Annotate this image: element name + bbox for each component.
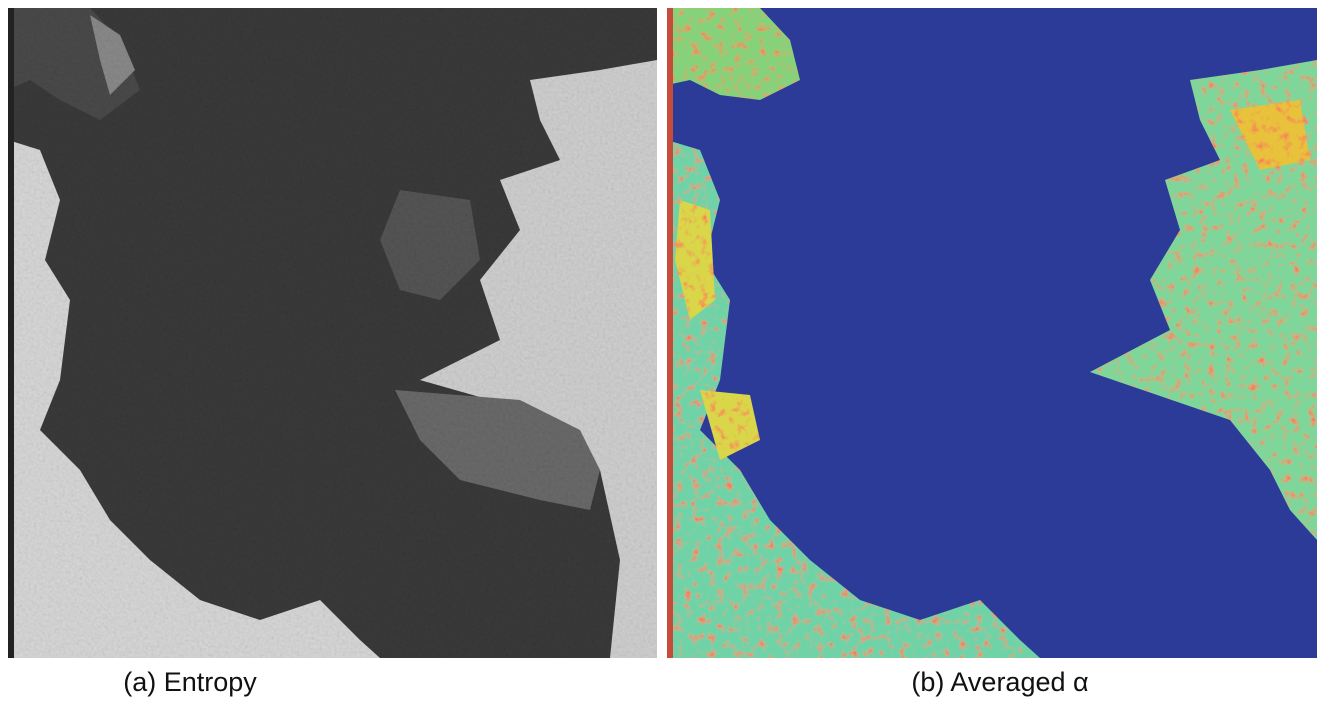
alpha-image xyxy=(667,8,1317,658)
caption: (a) Entropy xyxy=(123,667,257,697)
caption: (b) Averaged α xyxy=(911,667,1088,697)
figure: (a) Entropy (b) Averaged α xyxy=(0,0,1317,703)
entropy-image xyxy=(8,8,657,658)
